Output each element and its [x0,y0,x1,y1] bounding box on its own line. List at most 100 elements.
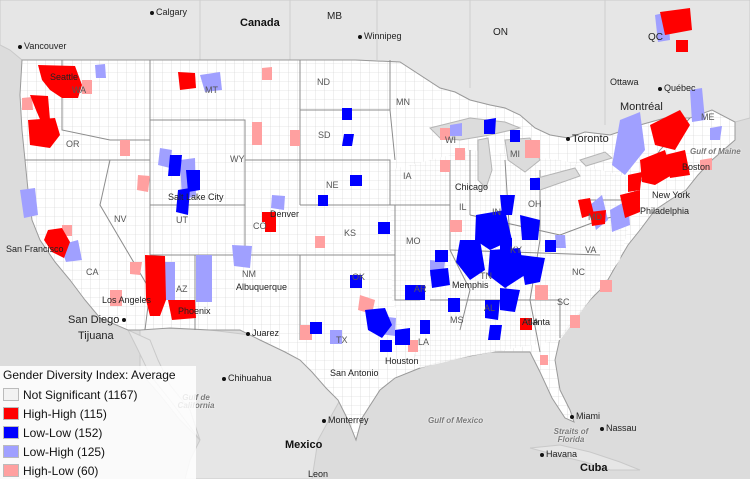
city-chicago: Chicago [455,182,489,192]
label-me: ME [701,112,715,122]
city-salt-lake-city: Salt Lake City [168,192,224,202]
high-low-clusters [22,67,712,365]
cuba-land [529,444,641,471]
label-gulf-of-maine: Gulf of Maine [690,147,741,156]
label-va: VA [585,245,597,255]
legend-label: Low-Low (152) [23,425,103,440]
city-winnipeg: Winnipeg [358,32,402,41]
label-az: AZ [176,284,188,294]
label-tx: TX [336,335,348,345]
legend-item-high-high: High-High (115) [0,404,196,423]
city-albuquerque: Albuquerque [236,282,288,292]
label-ca: CA [86,267,99,277]
city-houston: Houston [385,356,419,366]
label-mn: MN [396,97,410,107]
label-straits-of-florida: Straits of Florida [553,427,589,444]
label-ks: KS [344,228,357,238]
label-ar: AR [414,284,427,294]
city-memphis: Memphis [452,280,489,290]
label-mi: MI [510,149,520,159]
city-boston: Boston [682,162,711,172]
high-high-clusters [28,8,692,330]
label-il: IL [459,202,467,212]
label-nc: NC [572,267,585,277]
label-mt: MT [205,85,218,95]
label-cuba: Cuba [580,462,608,474]
city-ottawa: Ottawa [610,77,639,87]
city-vancouver: Vancouver [18,42,66,51]
label-tn: TN [480,271,492,281]
label-md: MD [588,212,602,222]
legend-swatch [3,445,19,458]
city-denver: Denver [270,209,300,219]
city-los-angeles: Los Angeles [102,295,152,305]
label-gulf-of-mexico: Gulf of Mexico [428,416,484,425]
legend-label: Not Significant (1167) [23,387,138,402]
city-philadelphia: Philadelphia [640,206,690,216]
city-nassau: Nassau [600,424,637,433]
label-nv: NV [114,214,127,224]
lake-michigan [477,137,493,189]
label-in: IN [492,207,501,217]
city-new-york: New York [652,190,691,200]
city-montreal: Montréal [620,101,663,113]
lake-ontario [579,151,614,167]
map-legend: Gender Diversity Index: Average Not Sign… [0,366,196,479]
legend-item-high-low: High-Low (60) [0,461,196,479]
label-oh: OH [528,199,542,209]
legend-label: High-High (115) [23,406,107,421]
label-ia: IA [403,171,412,181]
legend-item-low-low: Low-Low (152) [0,423,196,442]
city-havana: Havana [540,450,577,459]
label-mb: MB [327,11,342,22]
label-on: ON [493,27,508,38]
label-co: CO [253,221,267,231]
city-leon: Leon [308,469,329,479]
label-ne: NE [326,180,339,190]
city-san-diego: San Diego [68,315,128,326]
city-calgary: Calgary [150,8,187,17]
city-atlanta: Atlanta [522,317,551,327]
label-ga: GA [526,317,540,327]
label-wi: WI [445,135,456,145]
label-ms: MS [450,315,464,325]
label-wy: WY [230,154,245,164]
city-miami: Miami [570,412,600,421]
label-qc: QC [648,32,663,43]
city-san-antonio: San Antonio [330,368,379,378]
city-tijuana: Tijuana [78,330,114,342]
label-canada: Canada [240,17,280,29]
city-san-francisco: San Francisco [6,244,64,254]
label-al: AL [484,303,496,313]
legend-swatch [3,426,19,439]
legend-swatch [3,464,19,477]
label-wa: WA [72,85,87,95]
label-or: OR [66,139,80,149]
legend-item-not-significant: Not Significant (1167) [0,385,196,404]
label-sc: SC [557,297,570,307]
legend-swatch [3,388,19,401]
label-ut: UT [176,215,188,225]
city-chihuahua: Chihuahua [222,374,272,383]
usa-land [19,59,736,442]
legend-item-low-high: Low-High (125) [0,442,196,461]
label-nm: NM [242,269,256,279]
label-sd: SD [318,130,331,140]
label-mexico: Mexico [285,439,323,451]
city-quebec: Québec [658,84,696,93]
label-gulf-of-california: Gulf de California [177,393,215,410]
legend-swatch [3,407,19,420]
label-nd: ND [317,77,330,87]
label-ky: KY [510,245,523,255]
label-ok: OK [352,272,366,282]
low-low-clusters [168,108,556,352]
legend-title: Gender Diversity Index: Average [3,368,176,382]
legend-label: Low-High (125) [23,444,106,459]
label-mo: MO [406,236,421,246]
city-phoenix: Phoenix [178,306,211,316]
city-toronto: Toronto [566,134,609,145]
label-la: LA [418,337,430,347]
city-monterrey: Monterrey [322,416,369,425]
